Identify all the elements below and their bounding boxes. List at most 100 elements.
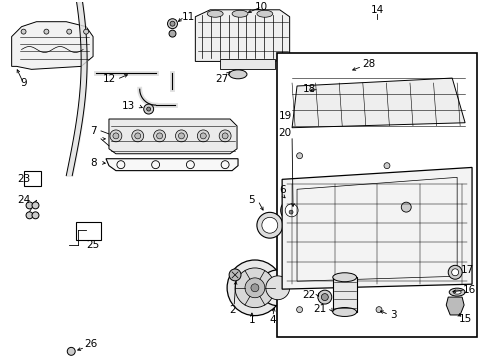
Polygon shape	[109, 119, 237, 154]
Ellipse shape	[332, 307, 356, 316]
Polygon shape	[12, 22, 93, 69]
Circle shape	[167, 19, 177, 29]
Circle shape	[302, 192, 311, 202]
Ellipse shape	[232, 10, 247, 17]
Text: 24: 24	[17, 195, 30, 205]
Text: 20: 20	[278, 128, 291, 138]
Circle shape	[169, 30, 176, 37]
Bar	[76, 222, 101, 240]
Ellipse shape	[452, 290, 460, 294]
Circle shape	[395, 197, 415, 217]
Text: 21: 21	[313, 304, 326, 314]
Text: 12: 12	[102, 74, 115, 84]
Text: 3: 3	[390, 310, 396, 320]
Circle shape	[222, 133, 227, 139]
Ellipse shape	[228, 70, 246, 79]
Circle shape	[290, 198, 302, 210]
Circle shape	[235, 268, 274, 308]
Text: 8: 8	[90, 158, 96, 168]
Circle shape	[259, 270, 295, 306]
Circle shape	[244, 278, 264, 298]
Polygon shape	[106, 159, 238, 171]
Circle shape	[219, 130, 230, 142]
Circle shape	[294, 237, 300, 243]
Circle shape	[288, 184, 304, 200]
Circle shape	[32, 212, 39, 219]
Bar	[220, 59, 274, 69]
Circle shape	[321, 293, 328, 301]
Circle shape	[178, 133, 184, 139]
Circle shape	[153, 130, 165, 142]
Circle shape	[311, 242, 366, 298]
Circle shape	[317, 290, 331, 304]
Text: 23: 23	[17, 174, 30, 183]
Circle shape	[146, 107, 151, 111]
Circle shape	[296, 153, 302, 159]
Circle shape	[32, 202, 39, 209]
Text: 2: 2	[228, 305, 235, 315]
Text: 13: 13	[122, 101, 135, 111]
Circle shape	[156, 133, 162, 139]
Text: 9: 9	[20, 78, 27, 88]
Circle shape	[44, 29, 49, 34]
Ellipse shape	[207, 10, 223, 17]
Circle shape	[67, 29, 72, 34]
Text: 5: 5	[248, 195, 255, 205]
Polygon shape	[195, 10, 289, 61]
Ellipse shape	[332, 273, 356, 282]
Circle shape	[375, 307, 381, 313]
Circle shape	[261, 217, 277, 233]
Circle shape	[250, 284, 258, 292]
Text: 1: 1	[248, 315, 255, 325]
Text: 10: 10	[255, 2, 268, 12]
Circle shape	[113, 133, 119, 139]
Circle shape	[110, 130, 121, 142]
Bar	[276, 53, 476, 337]
Circle shape	[200, 133, 206, 139]
Text: 6: 6	[279, 186, 286, 196]
Polygon shape	[445, 297, 463, 315]
Circle shape	[287, 208, 294, 216]
Circle shape	[143, 104, 153, 114]
Ellipse shape	[345, 69, 382, 74]
Text: 7: 7	[90, 126, 96, 136]
Circle shape	[301, 232, 376, 308]
Text: 18: 18	[302, 84, 315, 94]
Circle shape	[387, 217, 393, 223]
Circle shape	[288, 210, 292, 214]
Circle shape	[21, 29, 26, 34]
Text: 4: 4	[269, 315, 275, 325]
Text: 16: 16	[461, 285, 475, 295]
Circle shape	[67, 347, 75, 355]
Circle shape	[447, 265, 461, 279]
Text: 19: 19	[278, 111, 291, 121]
Circle shape	[311, 158, 366, 213]
Circle shape	[135, 133, 140, 139]
Circle shape	[257, 212, 282, 238]
Text: 28: 28	[362, 59, 375, 69]
Circle shape	[170, 21, 175, 26]
Polygon shape	[294, 146, 393, 315]
Text: 25: 25	[86, 240, 100, 250]
Text: 11: 11	[182, 12, 195, 22]
Text: 27: 27	[215, 74, 228, 84]
Text: 15: 15	[457, 314, 471, 324]
Circle shape	[383, 163, 389, 169]
Polygon shape	[282, 167, 471, 289]
Text: 26: 26	[84, 340, 97, 350]
Circle shape	[280, 200, 302, 221]
Circle shape	[228, 269, 241, 281]
Text: 17: 17	[459, 265, 473, 275]
Circle shape	[321, 168, 356, 203]
Circle shape	[296, 307, 302, 313]
Circle shape	[327, 258, 350, 282]
Circle shape	[26, 202, 33, 209]
Circle shape	[400, 202, 410, 212]
Circle shape	[227, 260, 282, 316]
Ellipse shape	[370, 177, 381, 187]
Polygon shape	[344, 69, 383, 73]
Circle shape	[265, 276, 289, 300]
Circle shape	[26, 212, 33, 219]
Circle shape	[451, 269, 458, 276]
Circle shape	[175, 130, 187, 142]
